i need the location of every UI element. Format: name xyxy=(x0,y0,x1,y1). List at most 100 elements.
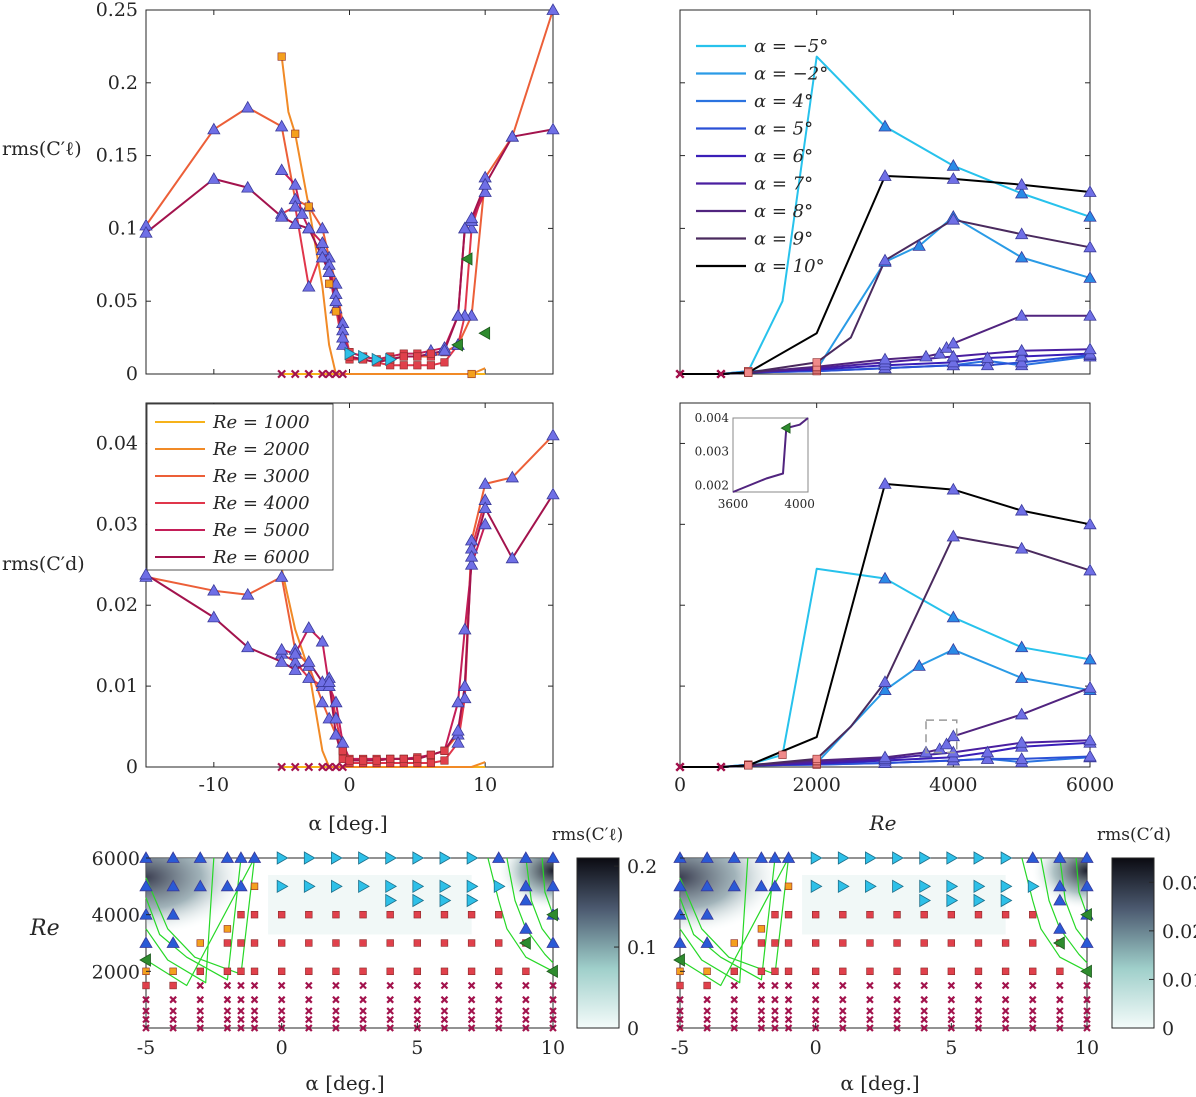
data-marker xyxy=(467,1007,476,1015)
data-marker xyxy=(730,1007,739,1015)
data-marker xyxy=(466,879,479,894)
data-marker xyxy=(332,910,340,919)
data-marker xyxy=(440,910,449,919)
data-marker xyxy=(458,622,472,635)
data-marker xyxy=(332,1015,340,1024)
data-marker xyxy=(878,683,892,696)
data-marker xyxy=(250,967,259,976)
data-marker xyxy=(193,851,207,863)
data-marker xyxy=(519,851,533,863)
data-marker xyxy=(703,981,711,990)
data-marker xyxy=(893,1007,901,1015)
data-marker xyxy=(274,570,289,582)
data-marker xyxy=(1083,271,1097,283)
data-marker xyxy=(1014,349,1029,362)
data-marker xyxy=(241,640,255,653)
y-tick-label: 0 xyxy=(126,756,138,778)
data-marker xyxy=(467,1024,476,1032)
data-marker xyxy=(413,1015,422,1024)
data-marker xyxy=(892,851,904,865)
plot-area xyxy=(679,9,1091,375)
data-marker xyxy=(1000,851,1013,865)
data-marker xyxy=(288,199,302,212)
data-marker xyxy=(920,967,928,976)
inset-x-tick-label: 4000 xyxy=(784,497,815,511)
data-marker xyxy=(303,851,316,865)
data-marker xyxy=(839,967,847,976)
data-marker xyxy=(919,349,933,362)
data-marker xyxy=(974,939,983,947)
data-marker xyxy=(1083,209,1097,222)
data-marker xyxy=(241,100,255,113)
data-marker xyxy=(250,910,259,919)
data-marker xyxy=(730,939,738,947)
cbar-cl-title: rms(C′ℓ) xyxy=(552,825,623,845)
data-marker xyxy=(250,882,259,891)
data-marker xyxy=(947,939,956,947)
data-marker xyxy=(519,936,531,950)
data-marker xyxy=(234,851,248,863)
data-marker xyxy=(305,995,313,1004)
data-marker xyxy=(1001,1015,1010,1024)
data-marker xyxy=(946,349,961,362)
data-marker xyxy=(288,646,302,659)
data-marker xyxy=(142,995,150,1004)
data-marker xyxy=(946,642,961,655)
data-marker xyxy=(478,477,492,489)
data-marker xyxy=(947,1015,956,1024)
data-marker xyxy=(1014,227,1029,240)
data-marker xyxy=(478,177,492,190)
data-marker xyxy=(386,981,394,990)
data-marker xyxy=(139,879,153,892)
data-marker xyxy=(495,967,503,976)
data-marker xyxy=(237,967,245,976)
data-marker xyxy=(730,1024,739,1032)
data-marker xyxy=(386,995,394,1004)
series-line xyxy=(680,175,1091,375)
data-marker xyxy=(1001,981,1010,990)
data-marker xyxy=(220,851,235,863)
chart-cd-map: -5 0 5 10 0 0.01 0.02 0.03 xyxy=(671,851,1196,1059)
data-marker xyxy=(169,1024,177,1032)
legend-label: Re = 1000 xyxy=(212,412,310,433)
legend-label: Re = 6000 xyxy=(212,547,310,568)
data-marker xyxy=(675,369,685,379)
data-marker xyxy=(920,1015,928,1024)
x-tick-label: 5 xyxy=(945,1037,957,1059)
data-marker xyxy=(332,995,340,1004)
data-marker xyxy=(1014,355,1029,368)
data-marker xyxy=(241,180,255,193)
data-marker xyxy=(673,851,687,863)
data-marker xyxy=(385,879,398,894)
data-marker xyxy=(754,851,769,863)
data-marker xyxy=(757,1024,766,1032)
zoom-box xyxy=(925,719,958,754)
data-marker xyxy=(1083,680,1097,693)
data-marker xyxy=(331,879,343,894)
data-marker xyxy=(727,851,741,863)
legend-label: α = 6° xyxy=(754,146,813,167)
data-marker xyxy=(336,330,350,343)
data-marker xyxy=(811,939,820,947)
data-marker xyxy=(464,211,479,224)
data-marker xyxy=(325,279,334,288)
data-marker xyxy=(223,1024,232,1032)
data-marker xyxy=(784,995,793,1004)
data-marker xyxy=(304,762,314,772)
y-tick-label: 0.03 xyxy=(96,513,138,535)
data-marker xyxy=(757,967,766,976)
data-marker xyxy=(1001,1024,1010,1032)
data-marker xyxy=(385,851,398,865)
data-marker xyxy=(288,217,302,229)
data-marker xyxy=(865,879,877,894)
data-marker xyxy=(338,754,347,763)
series-line xyxy=(1059,857,1088,944)
data-marker xyxy=(1083,308,1097,321)
data-marker xyxy=(946,172,961,184)
data-marker xyxy=(839,910,847,919)
x-tick-label: -10 xyxy=(199,774,230,796)
data-marker xyxy=(315,250,330,263)
data-marker xyxy=(920,910,928,919)
data-marker xyxy=(1014,752,1029,764)
